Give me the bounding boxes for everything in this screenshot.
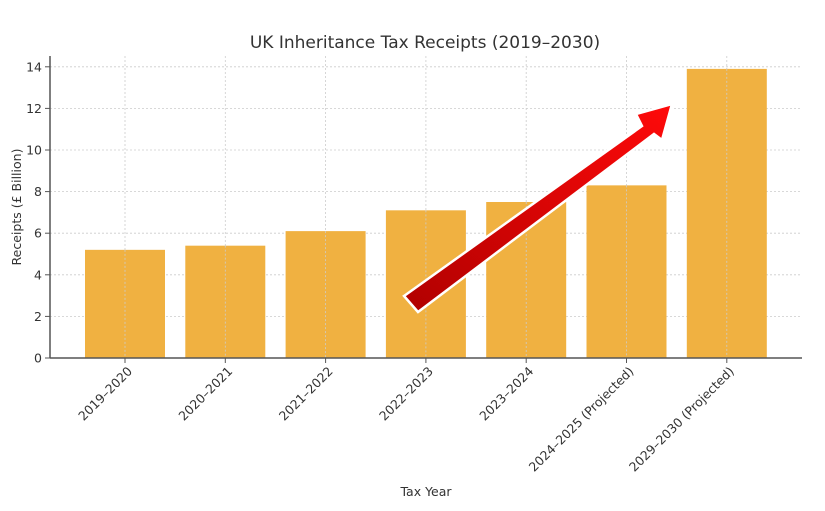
y-tick-label: 0 (34, 351, 42, 366)
x-tick-label: 2023–2024 (476, 363, 536, 423)
y-axis-ticks: 0 2 4 6 8 10 12 14 (26, 59, 50, 366)
y-tick-label: 4 (34, 267, 42, 282)
x-tick-label: 2029–2030 (Projected) (626, 364, 737, 475)
x-tick-label: 2020–2021 (175, 364, 235, 424)
y-tick-label: 14 (26, 59, 42, 74)
y-tick-label: 6 (34, 226, 42, 241)
y-axis-label: Receipts (£ Billion) (9, 149, 24, 266)
x-axis-label: Tax Year (399, 484, 452, 499)
y-tick-label: 12 (26, 101, 42, 116)
bar-2 (285, 231, 366, 358)
y-tick-label: 2 (34, 309, 42, 324)
bar-0 (85, 249, 165, 358)
x-axis-ticks: 2019–2020 2020–2021 2021–2022 2022–2023 2023… (75, 358, 737, 475)
x-tick-label: 2021–2022 (276, 364, 336, 424)
x-tick-label: 2019–2020 (75, 363, 135, 423)
trend-arrow-icon (402, 102, 674, 314)
y-tick-label: 10 (26, 143, 42, 158)
y-tick-label: 8 (34, 184, 42, 199)
chart-title: UK Inheritance Tax Receipts (2019–2030) (250, 33, 600, 53)
x-tick-label: 2024–2025 (Projected) (526, 364, 637, 475)
x-tick-label: 2022–2023 (376, 364, 436, 424)
